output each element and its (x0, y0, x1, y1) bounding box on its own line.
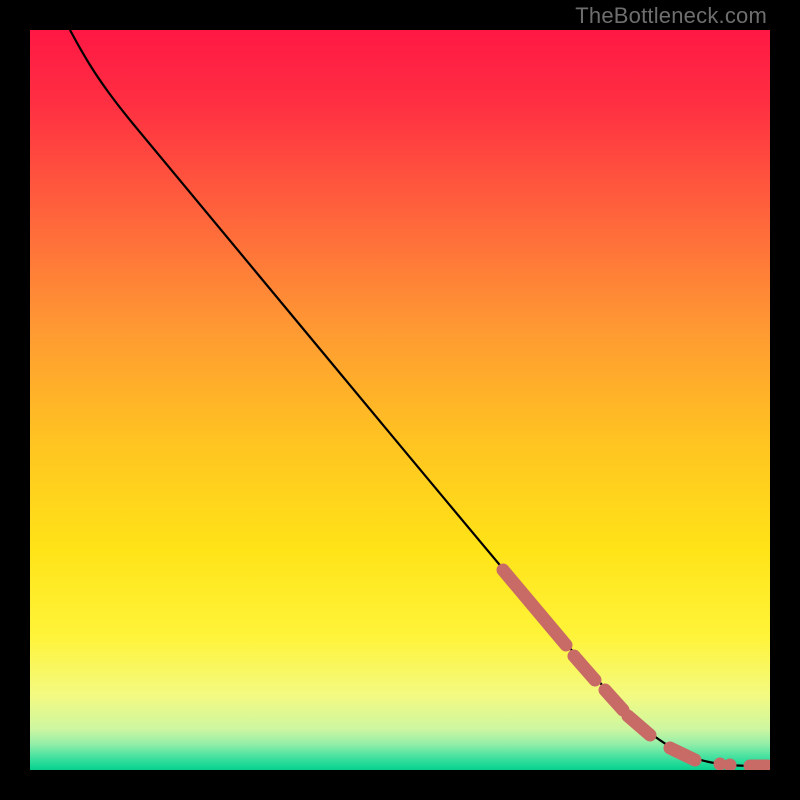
marker-dot (724, 759, 737, 771)
bottleneck-curve (70, 30, 770, 766)
marker-segment (670, 748, 695, 760)
marker-segment (503, 570, 566, 645)
marker-segment (574, 656, 595, 680)
plot-area (30, 30, 770, 770)
curve-layer (30, 30, 770, 770)
markers (503, 570, 768, 770)
marker-segment (628, 716, 650, 735)
marker-segment (605, 690, 623, 710)
watermark-label: TheBottleneck.com (575, 3, 767, 29)
chart-frame: TheBottleneck.com (0, 0, 800, 800)
